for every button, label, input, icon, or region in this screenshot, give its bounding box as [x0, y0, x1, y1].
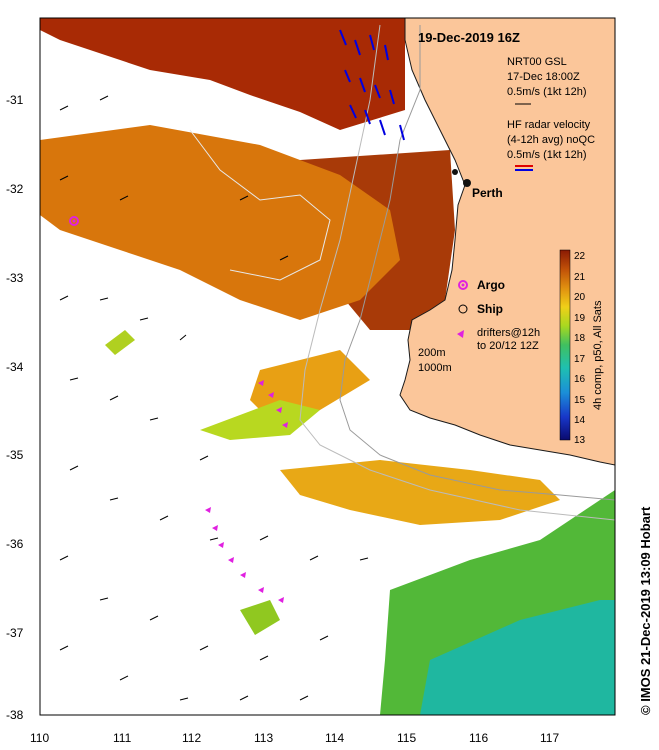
- drifter-tracks: [205, 380, 288, 603]
- hf-radar-vectors: [339, 29, 405, 141]
- current-vectors: [59, 95, 369, 701]
- isobath-label-200m: 200m: [418, 347, 446, 359]
- gsl-legend-line1: NRT00 GSL: [507, 56, 567, 68]
- hf-legend-line2: (4-12h avg) noQC: [507, 134, 595, 146]
- ship-legend-label: Ship: [477, 302, 503, 316]
- colorbar-tick: 13: [574, 435, 586, 446]
- sst-patch-yellow-streak: [200, 400, 320, 440]
- y-tick-label: -33: [6, 271, 24, 285]
- gsl-legend-line2: 17-Dec 18:00Z: [507, 71, 580, 83]
- y-axis-ticks: -31 -32 -33 -34 -35 -36 -37 -38: [6, 93, 24, 722]
- sst-patch-south-orange: [280, 460, 560, 525]
- colorbar: [559, 249, 571, 441]
- colorbar-tick: 16: [574, 374, 586, 385]
- argo-legend-label: Argo: [477, 278, 505, 292]
- drifter-legend-icon: [457, 330, 464, 338]
- y-tick-label: -31: [6, 93, 24, 107]
- x-axis-ticks: 110 111 112 113 114 115 116 117: [30, 731, 559, 745]
- ship-legend-icon: [458, 304, 468, 314]
- x-tick-label: 115: [397, 731, 416, 745]
- colorbar-title: 4h comp, p50, All Sats: [592, 300, 604, 410]
- colorbar-tick: 19: [574, 313, 586, 324]
- y-tick-label: -32: [6, 182, 24, 196]
- drifters-legend-line1: drifters@12h: [477, 327, 540, 339]
- x-tick-label: 112: [182, 731, 201, 745]
- perth-marker: [463, 179, 471, 187]
- colorbar-tick: 17: [574, 354, 586, 365]
- gsl-legend-line3: 0.5m/s (1kt 12h): [507, 86, 586, 98]
- x-tick-label: 110: [30, 731, 49, 745]
- y-tick-label: -34: [6, 360, 24, 374]
- isobath-200m: [339, 25, 615, 501]
- map-title: 19-Dec-2019 16Z: [418, 30, 520, 45]
- colorbar-tick: 18: [574, 333, 586, 344]
- hf-legend-line3: 0.5m/s (1kt 12h): [507, 149, 586, 161]
- sst-contour: [189, 129, 331, 281]
- sst-patch-south-cyan: [420, 600, 615, 715]
- y-tick-label: -36: [6, 537, 24, 551]
- argo-marker: [69, 216, 79, 226]
- colorbar-tick: 20: [574, 292, 586, 303]
- colorbar-tick: 22: [574, 251, 586, 262]
- y-tick-label: -35: [6, 448, 24, 462]
- y-tick-label: -38: [6, 708, 24, 722]
- argo-legend-icon: [458, 280, 468, 290]
- sst-patch-orange-band: [40, 125, 400, 320]
- colorbar-ticks: 22 21 20 19 18 17 16 15 14 13: [574, 251, 586, 446]
- plot-frame: [39, 17, 616, 716]
- colorbar-tick: 15: [574, 395, 586, 406]
- x-tick-label: 111: [113, 731, 132, 745]
- colorbar-tick: 21: [574, 272, 586, 283]
- drifters-legend-line2: to 20/12 12Z: [477, 340, 539, 352]
- sst-patch-warm-north: [40, 18, 405, 130]
- x-tick-label: 113: [254, 731, 273, 745]
- perth-marker-coast: [452, 169, 458, 175]
- perth-label: Perth: [472, 186, 503, 200]
- hf-legend-line1: HF radar velocity: [507, 119, 591, 131]
- sst-patch-green-small: [105, 330, 135, 355]
- isobath-1000m: [299, 24, 615, 521]
- colorbar-tick: 14: [574, 415, 586, 426]
- isobath-label-1000m: 1000m: [418, 362, 452, 374]
- credit-text: © IMOS 21-Dec-2019 13:09 Hobart: [638, 506, 653, 715]
- y-tick-label: -37: [6, 626, 24, 640]
- x-tick-label: 117: [540, 731, 559, 745]
- x-tick-label: 114: [325, 731, 344, 745]
- x-tick-label: 116: [469, 731, 488, 745]
- sst-patch-green-small2: [240, 600, 280, 635]
